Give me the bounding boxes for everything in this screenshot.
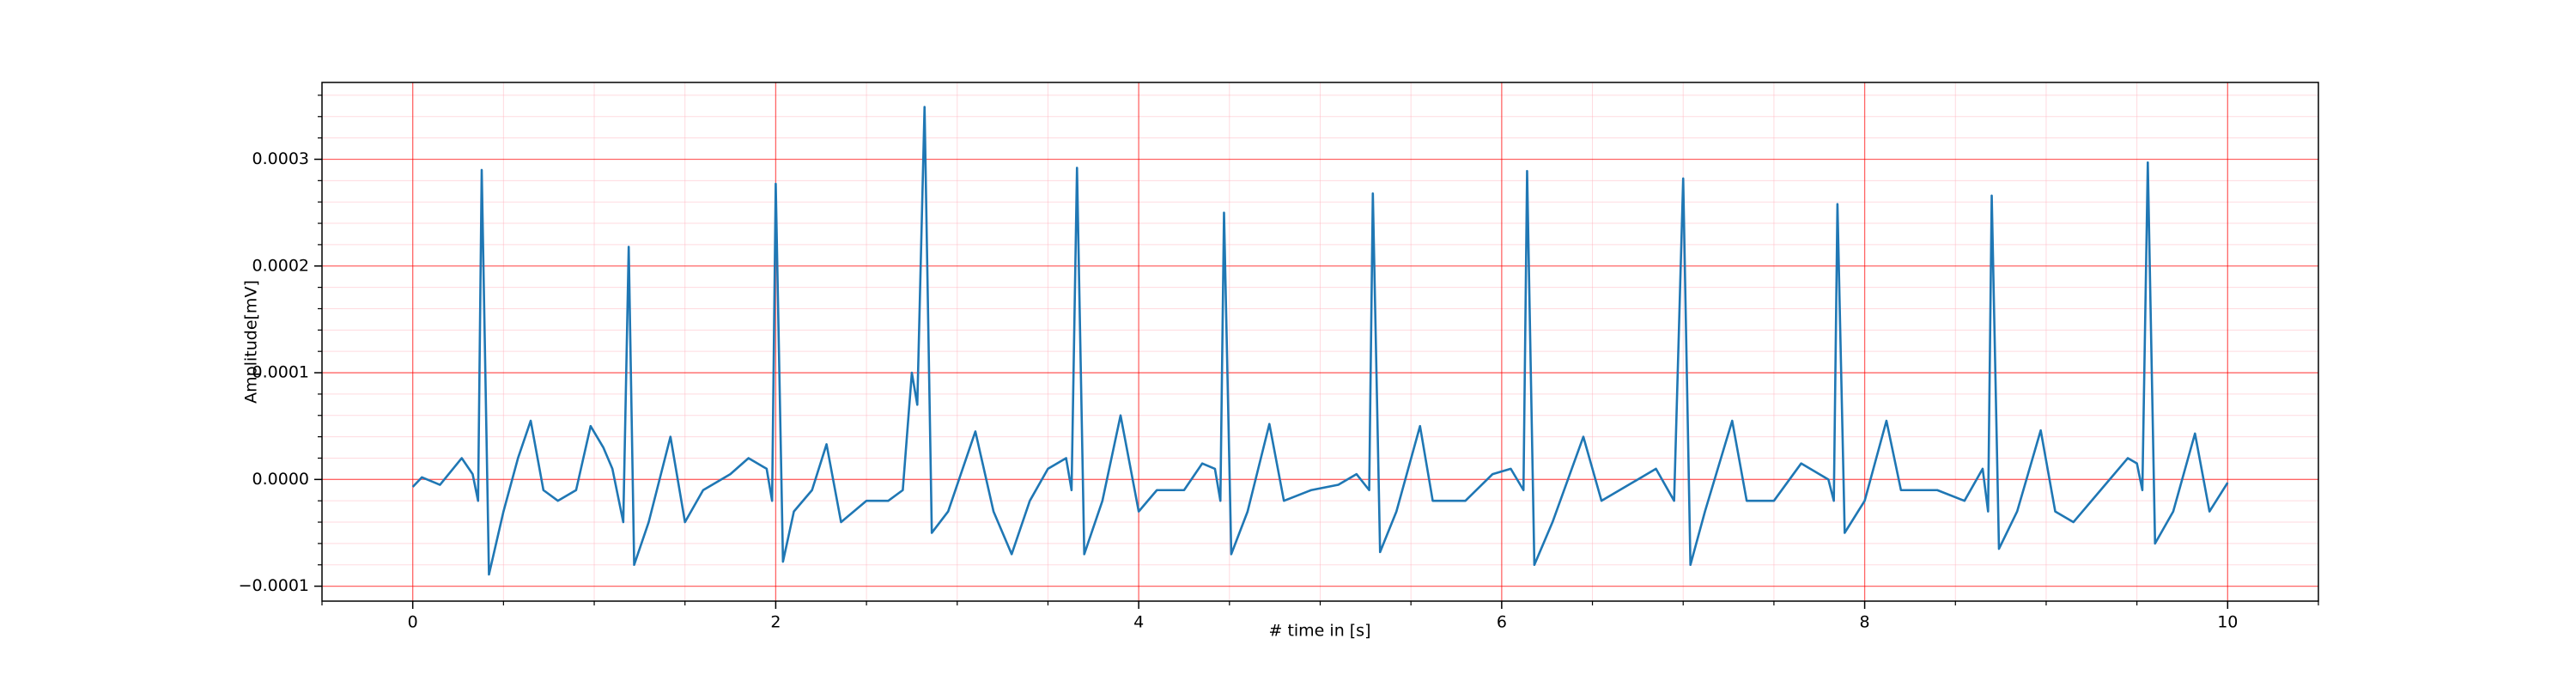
ecg-line <box>411 106 2229 576</box>
y-axis-label: Amplitude[mV] <box>242 280 261 404</box>
x-tick-label: 0 <box>408 613 418 632</box>
y-tick-label: 0.0001 <box>252 363 309 382</box>
x-tick-label: 4 <box>1133 613 1144 632</box>
y-tick-label: −0.0001 <box>239 576 309 595</box>
y-tick-label: 0.0000 <box>252 470 309 489</box>
x-tick-label: 8 <box>1860 613 1870 632</box>
x-tick-label: 6 <box>1497 613 1507 632</box>
x-tick-label: 2 <box>770 613 781 632</box>
x-tick-label: 10 <box>2217 613 2238 632</box>
plot-frame <box>321 82 2319 602</box>
y-tick-label: 0.0003 <box>252 149 309 168</box>
x-axis-label: # time in [s] <box>1268 622 1370 641</box>
y-tick-label: 0.0002 <box>252 256 309 275</box>
